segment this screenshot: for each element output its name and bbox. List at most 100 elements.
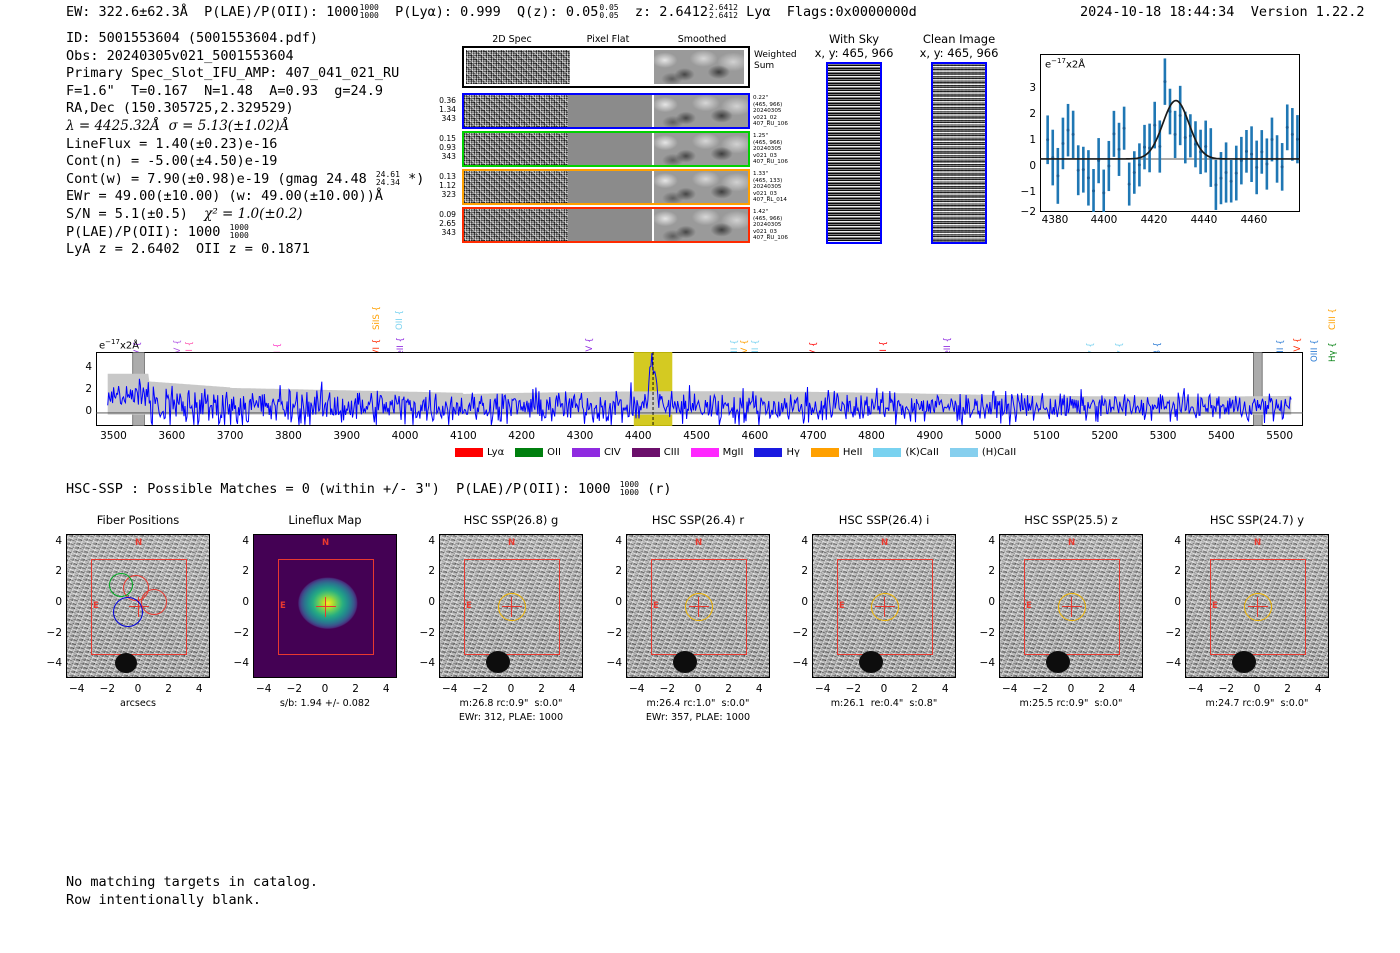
cutout-0-ytick-2: 2: [55, 565, 62, 578]
source-blob: [115, 653, 137, 673]
footer-note: No matching targets in catalog. Row inten…: [66, 873, 318, 909]
cutout-2-ytick-2: 2: [428, 565, 435, 578]
cutout-3-xtick-4: 4: [755, 683, 763, 695]
cutout-0-xtick-4: 4: [195, 683, 203, 695]
fiber-row-0-info: 0.22" (465, 966) 20240305 v021_02 407_RU…: [753, 95, 788, 128]
line-fit-xtick-4420: 4420: [1140, 214, 1168, 226]
legend-swatch: [949, 448, 978, 457]
cutout-4-xtick--2: −2: [845, 683, 862, 695]
cutout-5-ytick-0: 0: [988, 596, 995, 608]
cutout-1-xtick--4: −4: [255, 683, 272, 695]
info-cont-w-pre: Cont(w) = 7.90(±0.98)e-19 (gmag 24.48: [66, 170, 375, 187]
legend-swatch: [515, 448, 544, 457]
spectrum-ytick-4: 4: [85, 361, 92, 373]
z-range: 2.6412 2.6412: [709, 4, 738, 20]
cutout-3-xtick--4: −4: [628, 683, 645, 695]
legend-label: (K)CaII: [905, 447, 939, 458]
full-spectrum-plot: e−17x2Å 4 2 0 3500 3600 3700 3800 3900 4000 41…: [85, 338, 1303, 442]
fiber-circle-1: [109, 573, 133, 597]
gmag-hi: 24.61: [375, 169, 400, 179]
compass-east: E: [466, 601, 472, 611]
cutout-6-xtick-2: 2: [1284, 683, 1291, 695]
hsc-plae-hi: 1000: [619, 480, 639, 489]
info-cont-w: Cont(w) = 7.90(±0.98)e-19 (gmag 24.48 24…: [66, 169, 424, 189]
compass-east: E: [1212, 601, 1218, 611]
compass-north: N: [508, 538, 516, 548]
compass-north: N: [695, 538, 703, 548]
cutout-caption-3: m:26.4 rc:1.0" s:0.0": [646, 698, 750, 709]
fiber-row-3-pixelflat: [568, 209, 652, 241]
weighted-sum-smoothed: [654, 50, 744, 84]
cutout-panel-row: Fiber Positions N E −4 −4 −2 −2 0 0 2 2 4 4 arcsecs Li…: [47, 513, 1329, 723]
spectrum-xtick-3600: 3600: [158, 430, 186, 442]
legend-label: Hγ: [786, 447, 800, 458]
cutout-1-ytick-2: 2: [242, 565, 249, 578]
line-fit-ytick-m2: −2: [1020, 206, 1036, 218]
legend-swatch: [754, 448, 783, 457]
qz-hi: 0.05: [599, 3, 619, 12]
cutout-0-ytick-4: 4: [55, 534, 62, 547]
timestamp-version: 2024-10-18 18:44:34 Version 1.22.2: [1080, 4, 1365, 20]
cutout-3-xtick--2: −2: [659, 683, 676, 695]
cutout-title-5: HSC SSP(25.5) z: [1024, 513, 1118, 527]
legend-label: OII: [547, 447, 561, 458]
cutout-caption2-3: EWr: 357, PLAE: 1000: [645, 712, 751, 723]
cutout-3-ytick-0: 0: [615, 596, 622, 608]
legend-item-civ: CIV: [571, 447, 621, 458]
line-fit-ytick-1: 1: [1029, 134, 1036, 146]
legend-label: CIII: [663, 447, 680, 458]
cutout-2-ytick-4: 4: [428, 534, 435, 547]
aperture-circle: [1058, 593, 1086, 621]
spectrum-xtick-5200: 5200: [1091, 430, 1119, 442]
legend-swatch: [631, 448, 660, 457]
cutout-1-ytick--4: −4: [233, 657, 249, 670]
compass-east: E: [839, 601, 845, 611]
cutout-4-ytick-0: 0: [801, 596, 808, 608]
spectrum-xtick-4000: 4000: [391, 430, 419, 442]
spectrum-xtick-4500: 4500: [683, 430, 710, 442]
cutout-caption-6: m:24.7 rc:0.9" s:0.0": [1205, 698, 1309, 709]
legend-swatch: [571, 448, 600, 457]
spectrum-xtick-5100: 5100: [1033, 430, 1060, 442]
compass-east: E: [93, 601, 99, 611]
fiber-row-3-2dspec: [464, 209, 568, 241]
cutout-6-ytick-2: 2: [1174, 565, 1181, 578]
cutout-4-xtick--4: −4: [814, 683, 831, 695]
plae-range: 1000 1000: [360, 4, 379, 20]
spectrum-xtick-4300: 4300: [566, 430, 594, 442]
hsc-header-post: (r): [638, 481, 672, 497]
cutout-2-xtick--2: −2: [472, 683, 489, 695]
legend-swatch: [873, 448, 902, 457]
clean-image-image: [931, 62, 987, 244]
cutout-6-ytick--4: −4: [1165, 657, 1181, 670]
fiber-row-2-2dspec: [464, 171, 568, 203]
legend-label: CIV: [603, 447, 621, 458]
z-label: z:: [618, 4, 660, 20]
spectrum-canvas: [96, 352, 1303, 426]
version-label: Version 1.22.2: [1250, 4, 1365, 20]
cutout-2-xtick-0: 0: [507, 683, 515, 695]
weighted-sum-label: Weighted Sum: [754, 50, 797, 71]
z-hi: 2.6412: [709, 3, 738, 12]
info-plae-hi: 1000: [229, 222, 249, 232]
gmag-lo: 24.34: [375, 177, 400, 187]
aperture-circle: [871, 593, 899, 621]
flags-label: Flags:: [770, 4, 836, 20]
compass-north: N: [1068, 538, 1076, 548]
z-lo: 2.6412: [709, 11, 738, 20]
plae-lo: 1000: [359, 11, 379, 20]
fiber-row-0-smoothed: [654, 95, 748, 127]
fiber-row-3-info: 1.42" (465, 966) 20240305 v021_03 407_RU…: [753, 209, 788, 242]
legend-label: (H)CaII: [981, 447, 1017, 458]
cutout-0-xtick--4: −4: [68, 683, 85, 695]
weighted-sum-row: [462, 46, 750, 88]
fiber-circle-3: [141, 589, 167, 615]
source-blob: [1232, 651, 1256, 673]
